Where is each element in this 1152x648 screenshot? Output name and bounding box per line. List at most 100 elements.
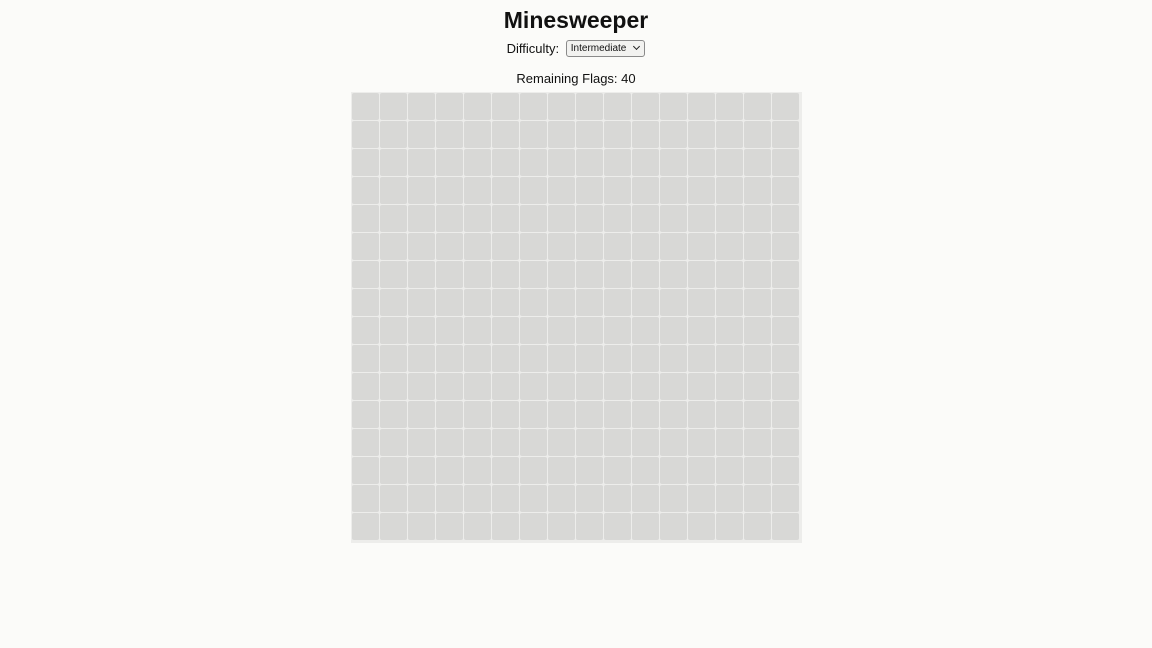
board-cell[interactable] — [660, 457, 687, 484]
board-cell[interactable] — [436, 289, 463, 316]
board-cell[interactable] — [352, 177, 379, 204]
board-cell[interactable] — [548, 233, 575, 260]
board-cell[interactable] — [772, 121, 799, 148]
board-cell[interactable] — [744, 121, 771, 148]
board-cell[interactable] — [548, 345, 575, 372]
board-cell[interactable] — [772, 401, 799, 428]
board-cell[interactable] — [772, 149, 799, 176]
board-cell[interactable] — [520, 121, 547, 148]
board-cell[interactable] — [716, 121, 743, 148]
board-cell[interactable] — [716, 345, 743, 372]
board-cell[interactable] — [464, 149, 491, 176]
board-cell[interactable] — [548, 457, 575, 484]
board-cell[interactable] — [688, 317, 715, 344]
board-cell[interactable] — [520, 177, 547, 204]
board-cell[interactable] — [632, 93, 659, 120]
board-cell[interactable] — [492, 121, 519, 148]
board-cell[interactable] — [464, 317, 491, 344]
board-cell[interactable] — [352, 205, 379, 232]
board-cell[interactable] — [408, 205, 435, 232]
board-cell[interactable] — [576, 261, 603, 288]
board-cell[interactable] — [548, 513, 575, 540]
board-cell[interactable] — [716, 177, 743, 204]
board-cell[interactable] — [576, 289, 603, 316]
board-cell[interactable] — [408, 149, 435, 176]
board-cell[interactable] — [604, 177, 631, 204]
board-cell[interactable] — [576, 401, 603, 428]
board-cell[interactable] — [716, 485, 743, 512]
board-cell[interactable] — [408, 121, 435, 148]
board-cell[interactable] — [772, 373, 799, 400]
board-cell[interactable] — [632, 317, 659, 344]
board-cell[interactable] — [436, 345, 463, 372]
board-cell[interactable] — [688, 373, 715, 400]
board-cell[interactable] — [352, 317, 379, 344]
board-cell[interactable] — [380, 401, 407, 428]
board-cell[interactable] — [660, 121, 687, 148]
board-cell[interactable] — [408, 485, 435, 512]
board-cell[interactable] — [380, 373, 407, 400]
board-cell[interactable] — [380, 289, 407, 316]
board-cell[interactable] — [744, 261, 771, 288]
board-cell[interactable] — [576, 373, 603, 400]
board-cell[interactable] — [772, 261, 799, 288]
board-cell[interactable] — [380, 261, 407, 288]
board-cell[interactable] — [436, 373, 463, 400]
board-cell[interactable] — [352, 513, 379, 540]
board-cell[interactable] — [632, 457, 659, 484]
board-cell[interactable] — [604, 345, 631, 372]
board-cell[interactable] — [520, 149, 547, 176]
board-cell[interactable] — [464, 93, 491, 120]
board-cell[interactable] — [380, 205, 407, 232]
board-cell[interactable] — [744, 513, 771, 540]
board-cell[interactable] — [660, 93, 687, 120]
board-cell[interactable] — [632, 513, 659, 540]
board-cell[interactable] — [464, 205, 491, 232]
board-cell[interactable] — [548, 121, 575, 148]
board-cell[interactable] — [492, 513, 519, 540]
board-cell[interactable] — [744, 373, 771, 400]
board-cell[interactable] — [548, 317, 575, 344]
board-cell[interactable] — [632, 429, 659, 456]
board-cell[interactable] — [380, 429, 407, 456]
board-cell[interactable] — [436, 205, 463, 232]
board-cell[interactable] — [464, 485, 491, 512]
board-cell[interactable] — [632, 121, 659, 148]
board-cell[interactable] — [352, 457, 379, 484]
board-cell[interactable] — [744, 93, 771, 120]
board-cell[interactable] — [408, 345, 435, 372]
board-cell[interactable] — [744, 429, 771, 456]
board-cell[interactable] — [352, 345, 379, 372]
board-cell[interactable] — [576, 345, 603, 372]
board-cell[interactable] — [744, 457, 771, 484]
board-cell[interactable] — [548, 93, 575, 120]
board-cell[interactable] — [604, 429, 631, 456]
board-cell[interactable] — [408, 373, 435, 400]
board-cell[interactable] — [632, 401, 659, 428]
board-cell[interactable] — [380, 177, 407, 204]
board-cell[interactable] — [380, 233, 407, 260]
board-cell[interactable] — [744, 485, 771, 512]
board-cell[interactable] — [688, 177, 715, 204]
board-cell[interactable] — [492, 429, 519, 456]
board-cell[interactable] — [380, 121, 407, 148]
board-cell[interactable] — [548, 373, 575, 400]
board-cell[interactable] — [604, 149, 631, 176]
board-cell[interactable] — [380, 93, 407, 120]
board-cell[interactable] — [464, 261, 491, 288]
board-cell[interactable] — [408, 289, 435, 316]
board-cell[interactable] — [632, 261, 659, 288]
board-cell[interactable] — [604, 485, 631, 512]
board-cell[interactable] — [772, 93, 799, 120]
board-cell[interactable] — [380, 457, 407, 484]
board-cell[interactable] — [408, 261, 435, 288]
board-cell[interactable] — [716, 317, 743, 344]
board-cell[interactable] — [464, 345, 491, 372]
board-cell[interactable] — [548, 429, 575, 456]
board-cell[interactable] — [688, 149, 715, 176]
board-cell[interactable] — [772, 233, 799, 260]
board-cell[interactable] — [716, 149, 743, 176]
board-cell[interactable] — [660, 289, 687, 316]
board-cell[interactable] — [576, 93, 603, 120]
board-cell[interactable] — [436, 317, 463, 344]
